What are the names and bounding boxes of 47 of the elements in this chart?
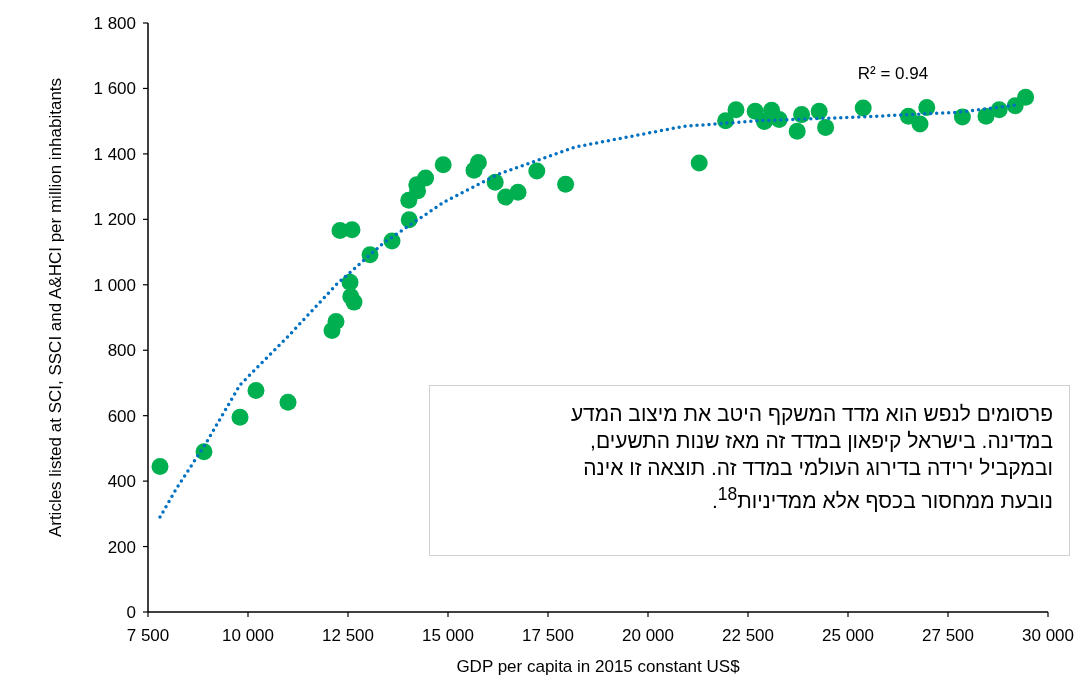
point [727,101,745,119]
y-tick-label: 1 000 [93,275,136,295]
x-tick-label: 20 000 [622,626,674,645]
x-tick-label: 15 000 [422,626,474,645]
x-tick-label: 10 000 [222,626,274,645]
point [469,153,487,171]
point [528,162,546,180]
x-axis-title: GDP per capita in 2015 constant US$ [456,657,741,676]
y-tick-label: 1 600 [93,79,136,99]
point [151,457,169,475]
y-tick-label: 1 400 [93,144,136,164]
y-tick-label: 0 [126,603,136,622]
y-tick-label: 400 [107,472,136,492]
x-tick-label: 7 500 [126,626,170,645]
point [817,118,835,136]
point [434,156,452,174]
point [486,173,504,191]
point [793,106,811,124]
y-tick-label: 1 200 [93,210,136,230]
x-tick-label: 17 500 [522,626,574,645]
point [690,154,708,172]
point [509,183,527,201]
y-tick-label: 1 800 [93,14,136,33]
point [279,393,297,411]
point [327,312,345,330]
point [911,115,929,133]
point [247,381,265,399]
x-tick-label: 30 000 [1022,626,1074,645]
point [1017,88,1035,106]
point [918,98,936,116]
y-axis-title: Articles listed at SCI, SSCI and A&HCI per million inhabitants [44,76,66,539]
x-tick-label: 27 500 [922,626,974,645]
x-tick-label: 12 500 [322,626,374,645]
y-tick-label: 600 [107,406,136,426]
point [345,293,363,311]
x-tick-label: 22 500 [722,626,774,645]
x-tick-label: 25 000 [822,626,874,645]
y-tick-label: 200 [107,537,136,557]
point [417,169,435,187]
point [557,175,575,193]
point [788,122,806,140]
y-tick-label: 800 [107,341,136,361]
point [343,221,361,239]
annotation: R² = 0.94 [857,64,929,83]
point [231,408,249,426]
point [810,102,828,120]
point [854,99,872,117]
